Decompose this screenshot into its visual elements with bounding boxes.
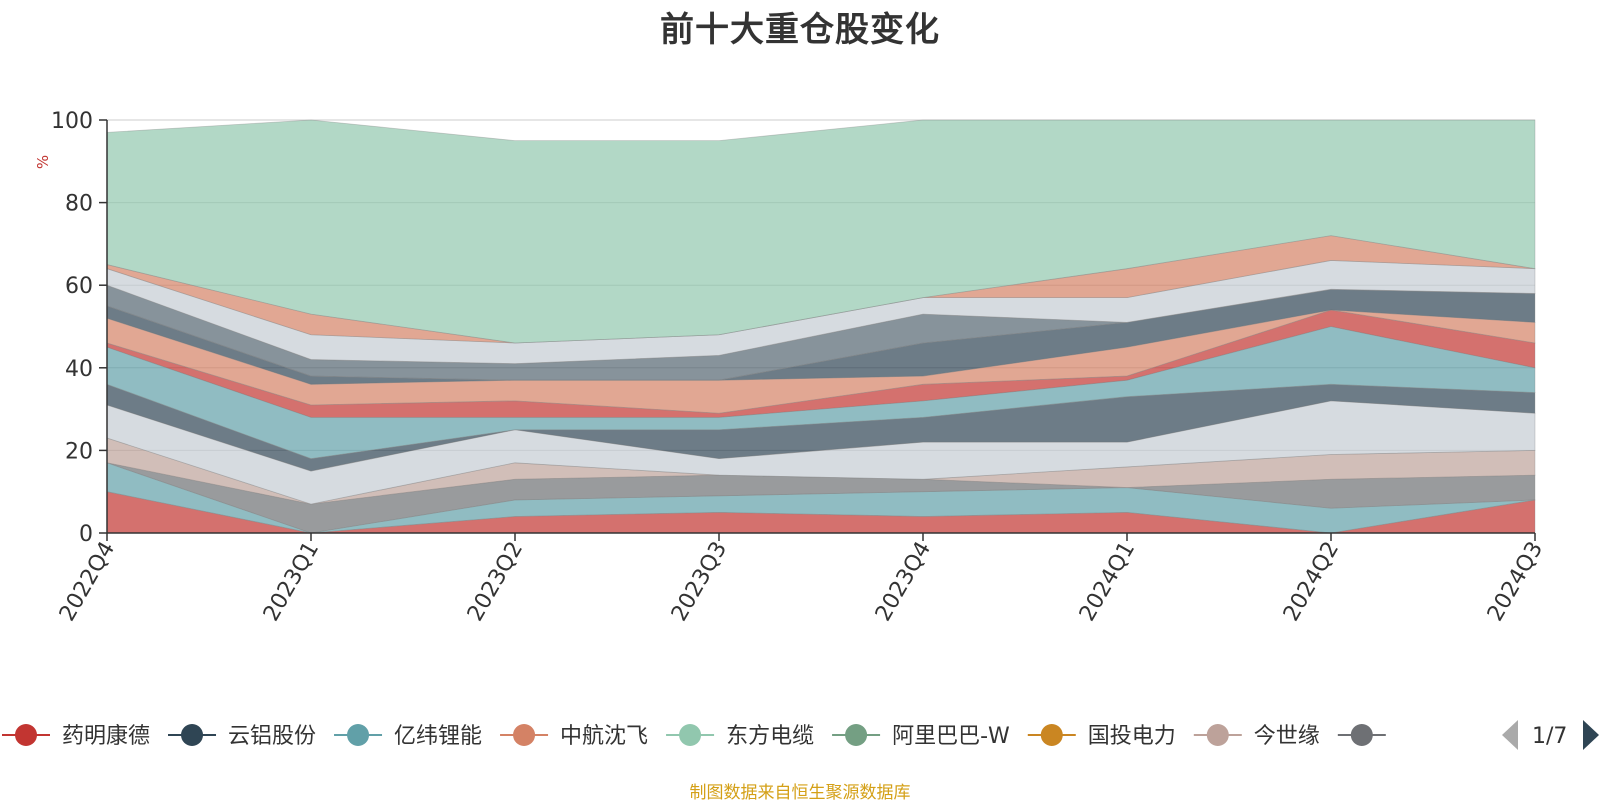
y-tick-label: 40 xyxy=(65,357,93,382)
legend-item[interactable]: 今世缘 xyxy=(1193,724,1320,749)
legend[interactable]: 药明康德 云铝股份 亿纬锂能 中航沈飞 东方电缆 阿里巴巴-W 国投电力 今世缘 1/7 xyxy=(2,720,1599,750)
y-axis-label: % xyxy=(34,155,52,169)
legend-marker xyxy=(1206,724,1229,746)
x-tick-label: 2024Q2 xyxy=(1279,538,1344,626)
legend-marker xyxy=(845,724,868,746)
chart-title: 前十大重仓股变化 xyxy=(660,10,940,50)
legend-label: 阿里巴巴-W xyxy=(892,724,1010,749)
legend-label: 亿纬锂能 xyxy=(394,724,482,749)
legend-marker xyxy=(15,724,37,746)
source-note: 制图数据来自恒生聚源数据库 xyxy=(689,783,911,803)
legend-label: 中航沈飞 xyxy=(560,724,648,749)
y-tick-label: 20 xyxy=(65,439,93,464)
legend-item[interactable]: 阿里巴巴-W xyxy=(832,724,1010,749)
legend-page-indicator: 1/7 xyxy=(1532,724,1567,749)
x-tick-label: 2023Q3 xyxy=(667,538,732,626)
area-layer xyxy=(106,119,1536,534)
legend-item[interactable]: 药明康德 xyxy=(2,724,150,749)
x-tick-label: 2022Q4 xyxy=(55,538,120,626)
legend-label: 药明康德 xyxy=(62,724,150,749)
legend-marker xyxy=(181,724,204,746)
legend-next-icon[interactable] xyxy=(1583,720,1599,750)
legend-item[interactable]: 中航沈飞 xyxy=(500,724,648,749)
y-tick-label: 80 xyxy=(65,192,93,217)
legend-item[interactable]: 云铝股份 xyxy=(168,724,316,749)
legend-item[interactable]: 国投电力 xyxy=(1027,724,1176,749)
legend-label: 今世缘 xyxy=(1254,724,1320,749)
legend-marker xyxy=(679,724,702,746)
x-tick-label: 2023Q4 xyxy=(871,538,936,626)
legend-label: 云铝股份 xyxy=(228,724,316,749)
area-band xyxy=(106,400,1536,505)
y-tick-label: 60 xyxy=(65,274,93,299)
legend-item[interactable]: 东方电缆 xyxy=(666,724,814,749)
x-tick-label: 2023Q1 xyxy=(259,538,324,626)
legend-prev-icon[interactable] xyxy=(1502,720,1518,750)
legend-label: 东方电缆 xyxy=(726,724,814,749)
legend-marker xyxy=(1040,724,1063,746)
legend-item[interactable]: 亿纬锂能 xyxy=(334,724,482,749)
legend-item[interactable] xyxy=(1337,724,1386,746)
legend-marker xyxy=(513,724,536,746)
legend-marker xyxy=(347,724,370,746)
x-tick-label: 2024Q3 xyxy=(1483,538,1548,626)
x-tick-label: 2023Q2 xyxy=(463,538,528,626)
legend-label: 国投电力 xyxy=(1088,724,1176,749)
area-band xyxy=(106,235,1536,344)
y-tick-label: 0 xyxy=(79,522,93,547)
x-tick-label: 2024Q1 xyxy=(1075,538,1140,626)
y-tick-label: 100 xyxy=(51,109,93,134)
legend-marker xyxy=(1350,724,1373,746)
area-band xyxy=(106,119,1536,344)
